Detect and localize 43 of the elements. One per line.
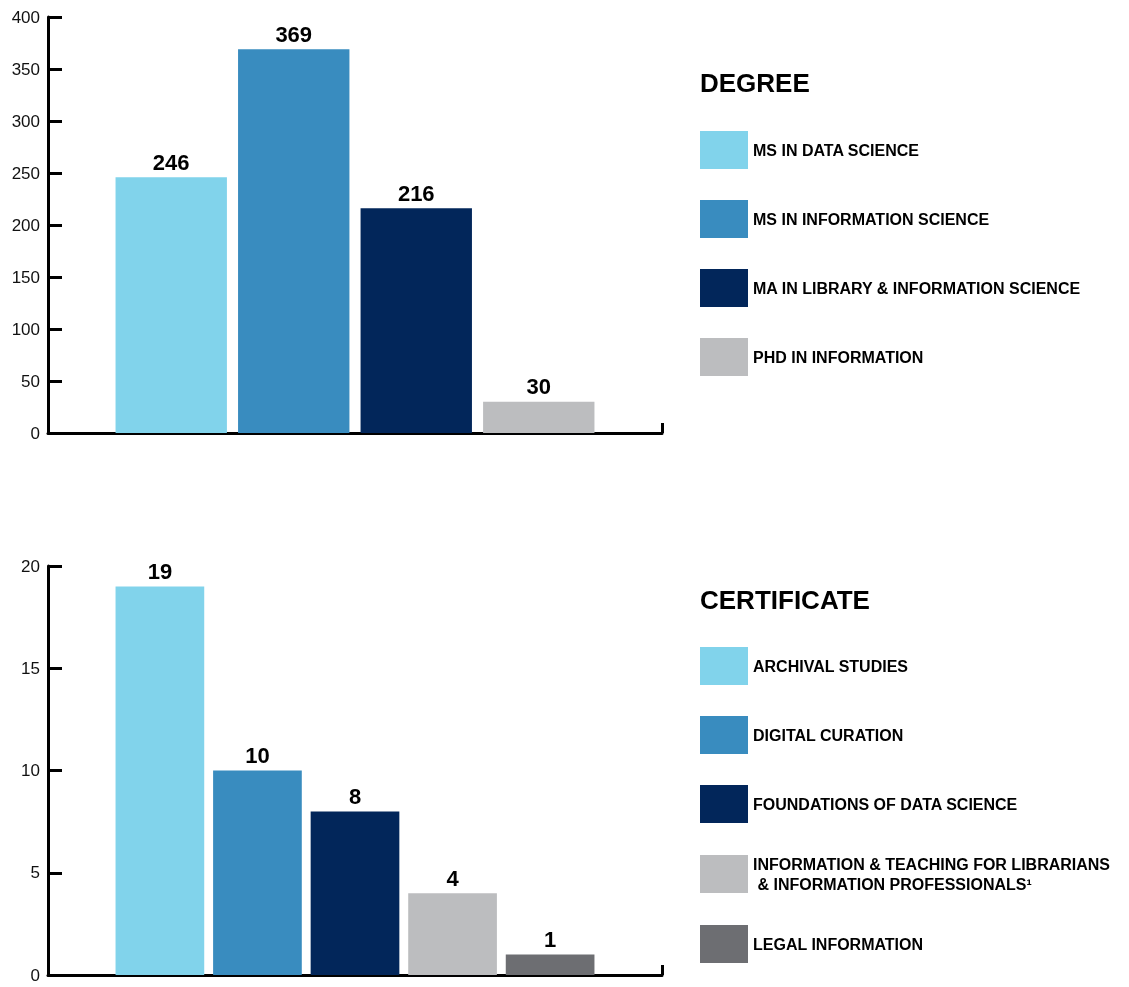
y-tick-label: 100	[11, 319, 40, 339]
y-tick-label: 50	[21, 371, 40, 391]
data-label: 4	[446, 865, 460, 891]
legend-label: INFORMATION & TEACHING FOR LIBRARIANS & INFORMATION PROFESSIONALS¹	[753, 855, 1111, 893]
legend-label: MA IN LIBRARY & INFORMATION SCIENCE	[753, 279, 1081, 297]
bar	[310, 811, 400, 975]
legend-label: ARCHIVAL STUDIES	[753, 657, 909, 675]
y-tick-label: 150	[11, 267, 40, 287]
legend-label: LEGAL INFORMATION	[753, 935, 924, 953]
legend-label: MS IN DATA SCIENCE	[753, 141, 920, 159]
y-tick-label: 15	[21, 658, 40, 678]
bar	[408, 893, 497, 975]
legend-label: MS IN INFORMATION SCIENCE	[753, 210, 990, 228]
bar	[505, 954, 595, 975]
legend-label: DIGITAL CURATION	[753, 726, 904, 744]
y-tick-label: 10	[21, 761, 40, 780]
bar	[115, 177, 227, 433]
y-tick-label: 200	[11, 215, 40, 235]
y-tick-label: 20	[21, 556, 40, 576]
y-tick-label: 0	[30, 423, 40, 443]
bar	[238, 49, 350, 433]
legend-label: FOUNDATIONS OF DATA SCIENCE	[753, 795, 1018, 813]
data-label: 19	[147, 558, 173, 584]
data-label: 30	[526, 374, 552, 400]
bar	[115, 586, 205, 975]
data-label: 246	[152, 149, 190, 175]
y-tick-label: 0	[30, 965, 40, 985]
y-tick-label: 350	[11, 59, 40, 79]
legend-title: DEGREE	[700, 68, 810, 98]
y-tick-label: 400	[11, 7, 40, 27]
y-tick-label: 250	[11, 163, 40, 183]
bar	[213, 770, 302, 975]
data-label: 1	[543, 927, 557, 953]
data-label: 8	[348, 783, 362, 809]
legend-title: CERTIFICATE	[700, 585, 870, 615]
y-tick-label: 5	[30, 863, 40, 883]
data-label: 216	[397, 180, 435, 206]
data-label: 10	[245, 743, 270, 768]
y-tick-label: 300	[11, 111, 40, 131]
bar	[483, 401, 595, 433]
data-label: 369	[275, 21, 313, 47]
legend-label: PHD IN INFORMATION	[753, 348, 924, 366]
bar	[360, 208, 472, 433]
